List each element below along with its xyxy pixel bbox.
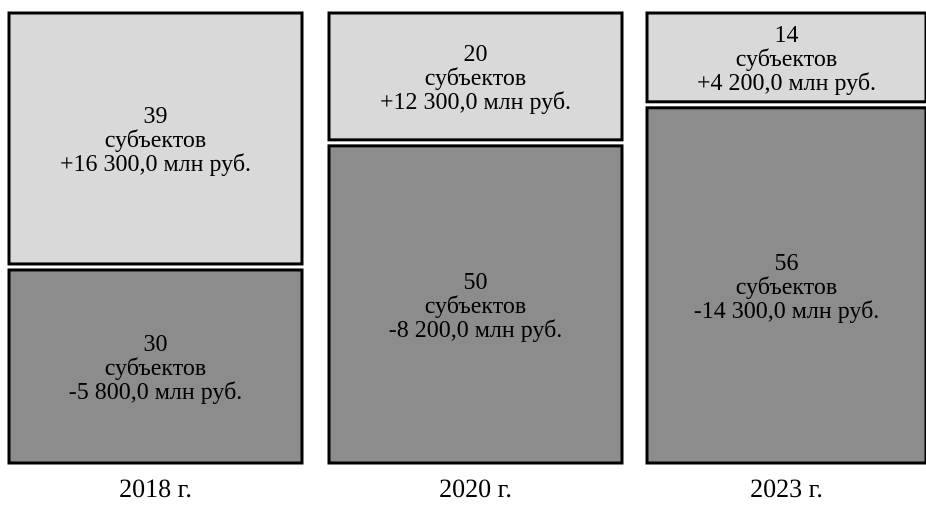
lower-label-3-line-2: субъектов: [736, 274, 838, 300]
upper-label-2-line-1: 20: [464, 41, 488, 67]
upper-label-3-line-3: +4 200,0 млн руб.: [697, 70, 876, 96]
lower-block-3: [645, 106, 926, 465]
lower-label-2-line-2: субъектов: [425, 293, 527, 319]
upper-block-1: [7, 11, 304, 266]
category-label-2: 2020 г.: [439, 474, 512, 503]
upper-label-3-line-2: субъектов: [736, 46, 838, 72]
upper-label-3-line-1: 14: [775, 22, 799, 48]
upper-label-1-line-2: субъектов: [105, 127, 207, 153]
lower-block-2: [327, 144, 624, 465]
upper-label-2-line-3: +12 300,0 млн руб.: [380, 89, 571, 115]
lower-label-1-line-1: 30: [144, 331, 168, 357]
lower-label-2-line-1: 50: [464, 269, 488, 295]
upper-label-2-line-2: субъектов: [425, 65, 527, 91]
upper-label-1-line-1: 39: [144, 103, 168, 129]
upper-block-3: [645, 11, 926, 104]
lower-label-1-line-2: субъектов: [105, 355, 207, 381]
lower-label-3-line-3: -14 300,0 млн руб.: [694, 298, 880, 324]
upper-label-1-line-3: +16 300,0 млн руб.: [60, 151, 251, 177]
category-label-1: 2018 г.: [119, 474, 192, 503]
upper-block-2: [327, 11, 624, 142]
lower-label-2-line-3: -8 200,0 млн руб.: [389, 317, 563, 343]
lower-block-1: [7, 268, 304, 465]
lower-label-3-line-1: 56: [775, 250, 799, 276]
lower-label-1-line-3: -5 800,0 млн руб.: [69, 379, 243, 405]
category-label-3: 2023 г.: [750, 474, 823, 503]
